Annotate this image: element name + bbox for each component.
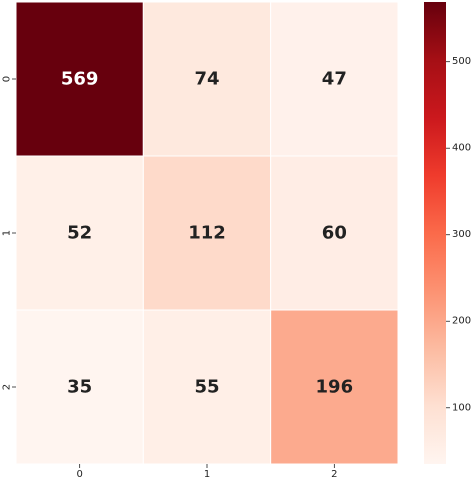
y-tick-label-2: 2 bbox=[2, 384, 13, 390]
colorbar-tick-label-2: 300 bbox=[452, 229, 471, 240]
heatmap-cell-0-1 bbox=[142, 1, 272, 157]
heatmap-cell-1-2 bbox=[270, 155, 399, 311]
heatmap-cell-label-0-1: 74 bbox=[194, 69, 219, 90]
heatmap-cell-0-0 bbox=[15, 1, 144, 157]
x-tick-label-2: 2 bbox=[331, 469, 337, 480]
heatmap-cell-0-2 bbox=[270, 1, 399, 157]
heatmap-cell-label-2-0: 35 bbox=[67, 377, 92, 398]
heatmap-cells: 569 74 47 52 112 60 35 55 196 bbox=[15, 1, 399, 465]
heatmap-cell-label-1-2: 60 bbox=[322, 223, 347, 244]
colorbar-tick-label-1: 200 bbox=[452, 316, 471, 327]
heatmap-cell-label-2-1: 55 bbox=[194, 377, 219, 398]
heatmap-cell-label-1-0: 52 bbox=[67, 223, 92, 244]
y-axis-ticks: 0 1 2 bbox=[2, 76, 16, 390]
heatmap-cell-label-2-2: 196 bbox=[316, 377, 354, 398]
colorbar: 100 200 300 400 500 bbox=[424, 2, 471, 464]
y-tick-label-0: 0 bbox=[2, 76, 13, 82]
x-tick-label-0: 0 bbox=[76, 469, 82, 480]
heatmap-cell-label-0-0: 569 bbox=[61, 69, 99, 90]
heatmap-cell-1-0 bbox=[15, 155, 144, 311]
colorbar-gradient bbox=[424, 2, 446, 464]
heatmap-cell-1-1 bbox=[142, 155, 272, 311]
heatmap-cell-label-0-2: 47 bbox=[322, 69, 347, 90]
colorbar-tick-label-0: 100 bbox=[452, 402, 471, 413]
heatmap-cell-2-1 bbox=[142, 309, 272, 465]
y-tick-label-1: 1 bbox=[2, 230, 13, 236]
x-tick-label-1: 1 bbox=[204, 469, 210, 480]
heatmap-cell-label-1-1: 112 bbox=[188, 223, 226, 244]
colorbar-tick-label-4: 500 bbox=[452, 56, 471, 67]
x-axis-ticks: 0 1 2 bbox=[76, 464, 338, 480]
colorbar-tick-label-3: 400 bbox=[452, 143, 471, 154]
